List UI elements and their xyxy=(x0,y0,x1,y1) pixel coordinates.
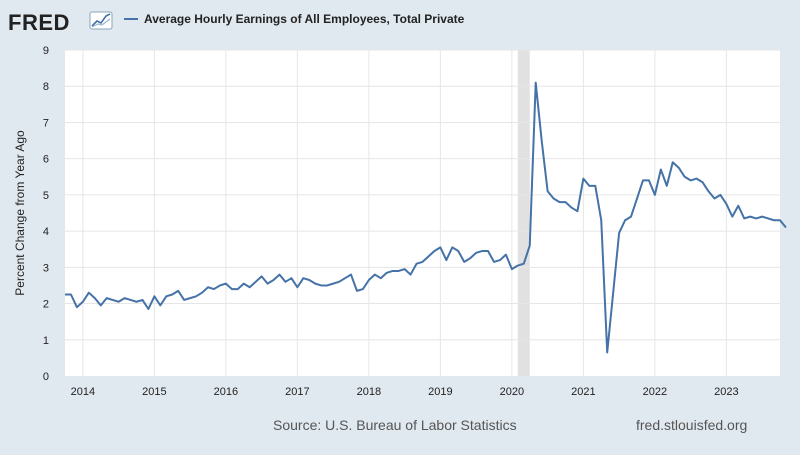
y-tick-label: 4 xyxy=(43,226,49,238)
y-tick-label: 5 xyxy=(43,190,49,202)
y-tick-label: 3 xyxy=(43,262,49,274)
series-line xyxy=(65,81,787,354)
x-tick-label: 2017 xyxy=(285,386,309,398)
recession-layer xyxy=(517,50,530,376)
x-tick-label: 2016 xyxy=(214,386,238,398)
y-tick-label: 9 xyxy=(43,45,49,57)
x-tick-label: 2023 xyxy=(714,386,738,398)
x-tick-label: 2020 xyxy=(500,386,524,398)
y-axis-ticks: 0 1 2 3 4 5 6 7 8 9 xyxy=(43,45,49,383)
series-layer xyxy=(65,81,787,354)
y-tick-label: 6 xyxy=(43,154,49,166)
plot-area xyxy=(65,50,780,376)
x-tick-label: 2014 xyxy=(71,386,95,398)
x-tick-label: 2015 xyxy=(142,386,166,398)
y-axis-title: Percent Change from Year Ago xyxy=(13,130,27,296)
fred-logo-text: FRED xyxy=(8,10,70,35)
x-tick-label: 2022 xyxy=(643,386,667,398)
y-tick-label: 0 xyxy=(43,371,49,383)
site-link-text: fred.stlouisfed.org xyxy=(636,417,747,433)
y-tick-label: 8 xyxy=(43,81,49,93)
y-tick-label: 2 xyxy=(43,299,49,311)
y-tick-label: 7 xyxy=(43,117,49,129)
legend-label: Average Hourly Earnings of All Employees… xyxy=(144,12,465,26)
fred-logo-graph-icon xyxy=(89,11,113,30)
site-link[interactable]: fred.stlouisfed.org xyxy=(636,417,747,433)
x-tick-label: 2019 xyxy=(428,386,452,398)
legend: Average Hourly Earnings of All Employees… xyxy=(124,12,465,26)
grid-layer xyxy=(65,49,780,376)
x-tick-label: 2021 xyxy=(571,386,595,398)
source-text: Source: U.S. Bureau of Labor Statistics xyxy=(273,417,517,433)
x-axis-ticks: 2014 2015 2016 2017 2018 2019 2020 2021 2022 2023 xyxy=(71,386,739,398)
fred-logo[interactable]: FRED xyxy=(8,10,113,35)
recession-bar xyxy=(517,50,530,376)
y-tick-label: 1 xyxy=(43,335,49,347)
x-tick-label: 2018 xyxy=(357,386,381,398)
